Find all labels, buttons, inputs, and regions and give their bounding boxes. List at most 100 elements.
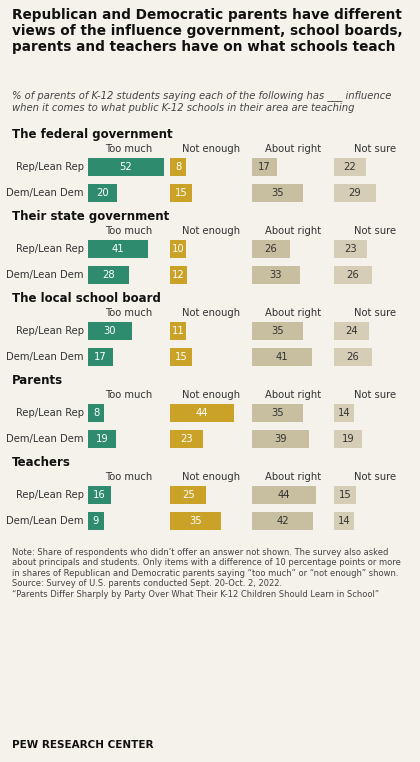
Text: Dem/Lean Dem: Dem/Lean Dem: [6, 188, 84, 198]
Text: Not enough: Not enough: [182, 144, 240, 154]
Text: Rep/Lean Rep: Rep/Lean Rep: [16, 408, 84, 418]
Bar: [170, 158, 186, 176]
Bar: [170, 348, 192, 366]
Text: 52: 52: [119, 162, 132, 172]
Bar: [88, 240, 148, 258]
Bar: [88, 512, 104, 530]
Text: About right: About right: [265, 390, 321, 400]
Bar: [88, 348, 113, 366]
Bar: [170, 322, 186, 340]
Text: 33: 33: [270, 270, 282, 280]
Bar: [88, 158, 164, 176]
Text: 44: 44: [196, 408, 208, 418]
Text: Dem/Lean Dem: Dem/Lean Dem: [6, 516, 84, 526]
Text: 26: 26: [265, 244, 277, 254]
Text: 35: 35: [271, 326, 284, 336]
Text: The local school board: The local school board: [12, 292, 161, 305]
Text: Rep/Lean Rep: Rep/Lean Rep: [16, 326, 84, 336]
Text: Dem/Lean Dem: Dem/Lean Dem: [6, 270, 84, 280]
Text: Not enough: Not enough: [182, 472, 240, 482]
Text: 8: 8: [93, 408, 99, 418]
Bar: [88, 266, 129, 284]
Text: Not sure: Not sure: [354, 226, 396, 236]
Bar: [170, 184, 192, 202]
Text: The federal government: The federal government: [12, 128, 173, 141]
Text: 28: 28: [102, 270, 115, 280]
Text: About right: About right: [265, 144, 321, 154]
Text: Not enough: Not enough: [182, 226, 240, 236]
Text: 25: 25: [182, 490, 194, 500]
Text: 12: 12: [172, 270, 185, 280]
Text: 15: 15: [339, 490, 351, 500]
Text: Republican and Democratic parents have different
views of the influence governme: Republican and Democratic parents have d…: [12, 8, 403, 54]
Text: Too much: Too much: [105, 144, 152, 154]
Text: 19: 19: [341, 434, 354, 444]
Text: 15: 15: [175, 188, 187, 198]
Text: 35: 35: [271, 188, 284, 198]
Text: 19: 19: [95, 434, 108, 444]
Text: Note: Share of respondents who didn’t offer an answer not shown. The survey also: Note: Share of respondents who didn’t of…: [12, 548, 401, 599]
Text: 30: 30: [104, 326, 116, 336]
Text: Too much: Too much: [105, 226, 152, 236]
Text: 14: 14: [338, 516, 351, 526]
Text: Rep/Lean Rep: Rep/Lean Rep: [16, 162, 84, 172]
Bar: [334, 404, 354, 422]
Bar: [334, 430, 362, 448]
Text: About right: About right: [265, 472, 321, 482]
Text: Parents: Parents: [12, 374, 63, 387]
Bar: [252, 430, 309, 448]
Text: About right: About right: [265, 226, 321, 236]
Bar: [334, 512, 354, 530]
Text: 20: 20: [96, 188, 109, 198]
Text: Their state government: Their state government: [12, 210, 169, 223]
Text: Rep/Lean Rep: Rep/Lean Rep: [16, 244, 84, 254]
Text: 17: 17: [94, 352, 107, 362]
Bar: [334, 158, 366, 176]
Bar: [334, 266, 372, 284]
Text: 41: 41: [111, 244, 124, 254]
Text: 26: 26: [346, 270, 359, 280]
Bar: [88, 430, 116, 448]
Text: 23: 23: [344, 244, 357, 254]
Text: About right: About right: [265, 308, 321, 318]
Text: 24: 24: [345, 326, 358, 336]
Text: 8: 8: [175, 162, 181, 172]
Text: Not sure: Not sure: [354, 144, 396, 154]
Text: Not sure: Not sure: [354, 472, 396, 482]
Text: Teachers: Teachers: [12, 456, 71, 469]
Text: 17: 17: [258, 162, 271, 172]
Bar: [252, 512, 313, 530]
Text: Not sure: Not sure: [354, 308, 396, 318]
Text: Too much: Too much: [105, 390, 152, 400]
Bar: [170, 404, 234, 422]
Text: 35: 35: [189, 516, 202, 526]
Text: 10: 10: [172, 244, 184, 254]
Bar: [252, 486, 316, 504]
Bar: [334, 240, 368, 258]
Text: Not sure: Not sure: [354, 390, 396, 400]
Text: Dem/Lean Dem: Dem/Lean Dem: [6, 434, 84, 444]
Text: Dem/Lean Dem: Dem/Lean Dem: [6, 352, 84, 362]
Text: Too much: Too much: [105, 472, 152, 482]
Text: 9: 9: [93, 516, 99, 526]
Text: 42: 42: [276, 516, 289, 526]
Text: 35: 35: [271, 408, 284, 418]
Bar: [252, 348, 312, 366]
Text: 22: 22: [344, 162, 357, 172]
Text: 29: 29: [349, 188, 362, 198]
Bar: [334, 322, 369, 340]
Bar: [252, 184, 303, 202]
Bar: [334, 348, 372, 366]
Bar: [88, 184, 117, 202]
Bar: [88, 322, 131, 340]
Bar: [170, 486, 206, 504]
Bar: [334, 184, 376, 202]
Bar: [252, 240, 290, 258]
Bar: [252, 158, 277, 176]
Bar: [88, 486, 111, 504]
Text: 16: 16: [93, 490, 106, 500]
Text: 23: 23: [181, 434, 193, 444]
Text: % of parents of K-12 students saying each of the following has ___ influence
whe: % of parents of K-12 students saying eac…: [12, 90, 391, 113]
Text: Not enough: Not enough: [182, 390, 240, 400]
Bar: [170, 512, 221, 530]
